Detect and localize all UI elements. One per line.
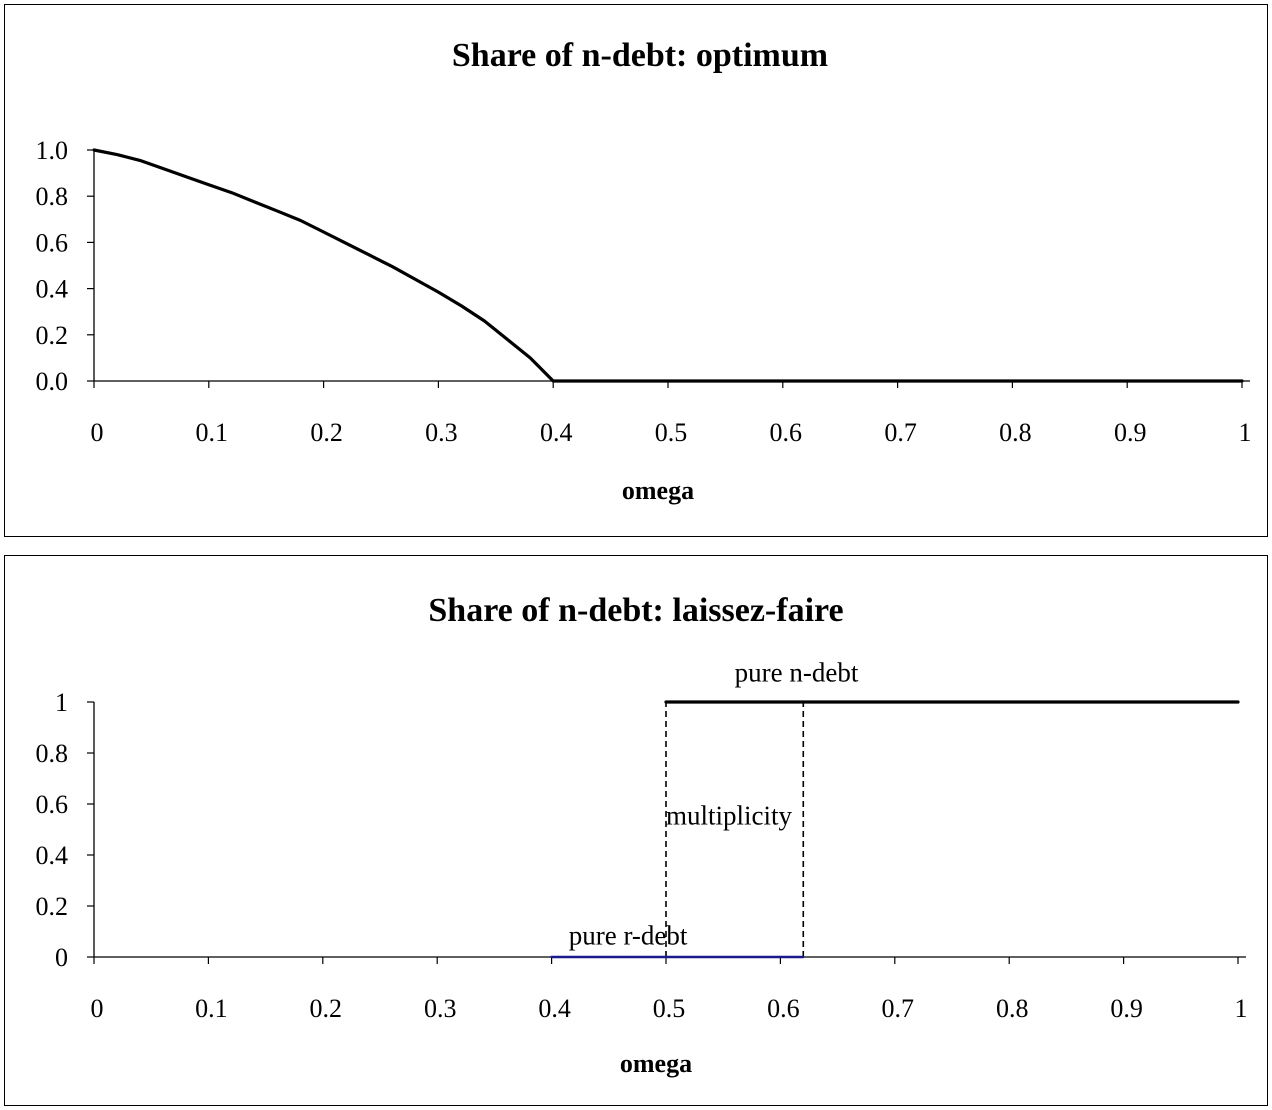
x-tick-label: 0.4 [540, 418, 573, 447]
x-tick-label: 0.4 [538, 994, 571, 1023]
x-tick-label: 0 [91, 418, 104, 447]
annotation-label: pure r-debt [569, 920, 688, 950]
x-axis-label: omega [622, 476, 694, 505]
y-tick-label: 0.6 [36, 790, 69, 819]
chart-panel-laissez-faire [4, 555, 1268, 1106]
y-tick-label: 0.0 [36, 367, 69, 396]
x-tick-label: 0.8 [999, 418, 1032, 447]
x-tick-label: 0.7 [882, 994, 915, 1023]
y-tick-label: 0.2 [36, 892, 69, 921]
y-tick-label: 0.4 [36, 841, 69, 870]
y-tick-label: 0.6 [36, 228, 69, 257]
x-tick-label: 0 [91, 994, 104, 1023]
chart-title: Share of n-debt: optimum [452, 37, 828, 74]
x-tick-label: 0.2 [310, 994, 343, 1023]
x-tick-label: 0.3 [425, 418, 458, 447]
x-tick-label: 0.5 [655, 418, 688, 447]
x-tick-label: 0.6 [767, 994, 800, 1023]
y-tick-label: 0.8 [36, 739, 69, 768]
x-tick-label: 0.9 [1110, 994, 1143, 1023]
y-tick-label: 1 [55, 688, 68, 717]
y-tick-label: 0.4 [36, 275, 69, 304]
chart-title: Share of n-debt: laissez-faire [428, 592, 843, 629]
x-tick-label: 0.3 [424, 994, 457, 1023]
y-tick-label: 1.0 [36, 136, 69, 165]
y-tick-label: 0 [55, 943, 68, 972]
x-axis-label: omega [620, 1049, 692, 1078]
chart-panel-optimum [4, 4, 1268, 537]
x-tick-label: 0.1 [196, 418, 229, 447]
x-tick-label: 0.9 [1114, 418, 1147, 447]
x-tick-label: 0.6 [770, 418, 803, 447]
x-tick-label: 1 [1239, 418, 1252, 447]
series-line [92, 148, 1244, 383]
annotation-label: pure n-debt [735, 658, 859, 688]
y-tick-label: 0.8 [36, 182, 69, 211]
x-tick-label: 0.5 [653, 994, 686, 1023]
x-tick-label: 0.2 [310, 418, 343, 447]
y-tick-label: 0.2 [36, 321, 69, 350]
chart-optimum: Share of n-debt: optimum omega 0.0 0.2 0.4… [36, 37, 1252, 505]
x-tick-label: 0.8 [996, 994, 1029, 1023]
x-tick-label: 0.7 [884, 418, 917, 447]
annotation-label: multiplicity [666, 800, 792, 830]
x-tick-label: 0.1 [195, 994, 228, 1023]
x-tick-label: 1 [1235, 994, 1248, 1023]
